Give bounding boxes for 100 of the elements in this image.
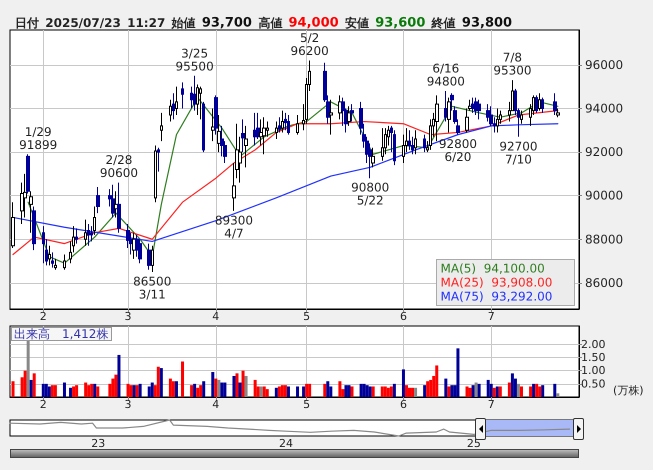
y-tick-label: 1.50 xyxy=(581,351,606,364)
bar xyxy=(326,381,330,397)
bar xyxy=(541,385,544,397)
bar xyxy=(423,385,426,397)
bar xyxy=(220,382,224,397)
bar xyxy=(199,385,202,397)
bar xyxy=(211,372,214,397)
candlestick xyxy=(471,97,475,114)
bar xyxy=(366,385,369,397)
candlestick xyxy=(287,114,290,136)
bar xyxy=(148,386,151,397)
candlestick xyxy=(114,190,118,218)
bar xyxy=(380,386,384,397)
bar xyxy=(117,354,120,397)
x-tick-label: 7 xyxy=(488,398,495,411)
bar xyxy=(302,386,306,397)
candlestick xyxy=(284,112,287,131)
x-tick-label: 2 xyxy=(40,398,47,411)
bar xyxy=(478,384,481,397)
y-tick-label: 92000 xyxy=(585,145,624,160)
candlestick xyxy=(42,226,45,264)
bar xyxy=(150,382,154,397)
candlestick xyxy=(75,228,78,244)
y-tick-label: 96000 xyxy=(585,58,624,72)
bar xyxy=(472,385,475,397)
bar xyxy=(466,386,469,397)
bar xyxy=(232,376,236,397)
candlestick xyxy=(202,101,205,153)
candlestick xyxy=(447,97,451,133)
bar xyxy=(32,373,36,397)
bar xyxy=(456,348,460,397)
bar xyxy=(510,373,514,397)
candlestick xyxy=(181,82,184,109)
annotation: 86500 3/11 xyxy=(133,274,172,302)
bar xyxy=(181,362,184,397)
bar xyxy=(254,380,257,397)
candlestick xyxy=(296,114,299,136)
bar xyxy=(126,384,130,397)
bar xyxy=(130,385,133,397)
candlestick xyxy=(350,104,354,122)
bar xyxy=(262,386,266,397)
candlestick xyxy=(474,97,478,116)
candlestick xyxy=(160,112,163,142)
y-tick-label: 86000 xyxy=(585,276,624,290)
bar xyxy=(553,384,556,397)
bar xyxy=(24,370,27,397)
bar xyxy=(235,373,238,397)
bar xyxy=(172,381,175,397)
candlestick xyxy=(244,125,248,168)
x-tick-label: 4 xyxy=(212,398,220,411)
candlestick xyxy=(553,92,557,116)
candlestick xyxy=(414,130,417,155)
candlestick xyxy=(132,232,136,260)
candlestick xyxy=(196,84,199,116)
bar xyxy=(411,388,414,397)
annotation: 90800 5/22 xyxy=(351,180,390,208)
candlestick xyxy=(423,134,426,153)
bar xyxy=(360,384,363,397)
chart-title: 日付 2025/07/23 11:27 始値 93,700 高値 94,000 安値 93,600 終値 93,800 xyxy=(15,16,512,30)
candlestick xyxy=(217,114,221,153)
y-tick-label: 94000 xyxy=(585,101,624,116)
candlestick xyxy=(329,99,333,136)
candlestick xyxy=(393,130,396,166)
bar xyxy=(486,380,490,397)
bar xyxy=(50,385,54,397)
bar xyxy=(278,386,281,397)
candlestick xyxy=(486,104,490,122)
candlestick xyxy=(172,92,175,120)
bar xyxy=(305,384,308,397)
bar xyxy=(444,378,448,397)
bar xyxy=(390,386,393,397)
bar xyxy=(392,384,396,397)
bar xyxy=(535,384,538,397)
y-tick-label: 1.00 xyxy=(581,364,606,378)
bar xyxy=(384,386,387,397)
x-tick-label: 23 xyxy=(91,437,106,450)
annotation: 89300 4/7 xyxy=(214,213,254,240)
x-tick-label: 5 xyxy=(303,398,310,411)
candlestick xyxy=(51,252,54,268)
annotation: 6/16 94800 xyxy=(426,62,465,89)
candlestick xyxy=(281,110,284,133)
bar xyxy=(296,386,300,397)
x-tick-label: 6 xyxy=(400,398,407,411)
bar xyxy=(111,378,114,397)
bar xyxy=(75,385,78,397)
candlestick xyxy=(32,206,36,251)
bar xyxy=(447,386,450,397)
bar xyxy=(48,386,51,397)
annotation: 1/29 91899 xyxy=(19,124,58,152)
candlestick xyxy=(435,94,439,142)
candlestick xyxy=(169,99,172,122)
candlestick xyxy=(381,128,384,162)
line-series xyxy=(12,110,558,256)
candlestick xyxy=(496,108,499,133)
candlestick xyxy=(193,75,196,112)
candlestick xyxy=(26,154,30,194)
bar xyxy=(174,381,178,397)
bar xyxy=(69,388,72,397)
bar xyxy=(338,381,342,397)
bar xyxy=(274,388,278,397)
